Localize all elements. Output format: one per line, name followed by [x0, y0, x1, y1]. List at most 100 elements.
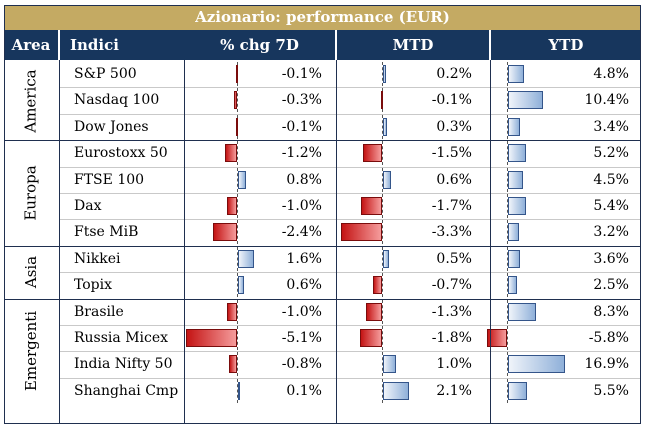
- zero-axis: [507, 299, 508, 324]
- bar-ytd: [508, 170, 524, 189]
- value-mtd: -1.5%: [431, 145, 472, 162]
- table-border: [4, 5, 641, 424]
- row-divider: [60, 219, 641, 221]
- bar-ytd: [508, 197, 527, 215]
- index-name: Dow Jones: [74, 118, 149, 135]
- zero-axis: [507, 220, 508, 245]
- row-divider: [60, 272, 641, 274]
- value-chg7d: 0.1%: [286, 382, 322, 399]
- value-ytd: 5.4%: [593, 198, 629, 214]
- bar-ytd: [487, 329, 507, 347]
- bar-ytd: [508, 144, 526, 163]
- value-chg7d: -1.2%: [281, 145, 322, 162]
- zero-axis: [507, 141, 508, 166]
- value-chg7d: -5.1%: [281, 330, 322, 346]
- column-divider: [490, 60, 491, 424]
- table-row: Topix 0.6% -0.7% 2.5%: [4, 272, 641, 298]
- zero-axis: [382, 62, 383, 86]
- zero-axis: [507, 326, 508, 350]
- index-name: Brasile: [74, 303, 124, 320]
- table-row: Eurostoxx 50 -1.2% -1.5% 5.2%: [4, 140, 641, 166]
- value-ytd: 2.5%: [593, 277, 629, 294]
- value-chg7d: 0.6%: [286, 277, 322, 294]
- header-indici: Indici: [60, 30, 192, 60]
- zero-axis: [382, 220, 383, 245]
- value-mtd: -0.1%: [431, 92, 472, 109]
- group-divider: [4, 245, 641, 247]
- bar-mtd: [340, 223, 382, 242]
- value-chg7d: 0.8%: [286, 171, 322, 188]
- bar-mtd: [383, 381, 410, 400]
- index-name: Eurostoxx 50: [74, 145, 168, 162]
- zero-axis: [237, 167, 238, 192]
- index-name: Russia Micex: [74, 330, 169, 346]
- value-mtd: -1.8%: [431, 330, 472, 346]
- bar-ytd: [508, 65, 525, 83]
- bar-mtd: [383, 65, 386, 83]
- zero-axis: [507, 194, 508, 218]
- value-ytd: 4.5%: [593, 171, 629, 188]
- zero-axis: [507, 62, 508, 86]
- bar-chg7d: [238, 276, 244, 295]
- zero-axis: [507, 167, 508, 192]
- table-row: S&P 500 -0.1% 0.2% 4.8%: [4, 61, 641, 87]
- value-ytd: 16.9%: [584, 356, 629, 373]
- zero-axis: [382, 326, 383, 350]
- value-chg7d: -1.0%: [281, 198, 322, 214]
- bar-chg7d: [213, 223, 237, 242]
- bar-chg7d: [186, 329, 237, 347]
- table-row: Ftse MiB -2.4% -3.3% 3.2%: [4, 219, 641, 245]
- row-divider: [60, 113, 641, 115]
- value-mtd: 2.1%: [436, 382, 472, 399]
- bar-mtd: [359, 329, 382, 347]
- zero-axis: [237, 141, 238, 166]
- zero-axis: [382, 246, 383, 271]
- bar-ytd: [508, 355, 566, 374]
- index-name: Dax: [74, 198, 102, 214]
- zero-axis: [507, 378, 508, 403]
- bar-ytd: [508, 91, 544, 110]
- bar-chg7d: [227, 302, 237, 321]
- value-ytd: 8.3%: [593, 303, 629, 320]
- value-mtd: 0.3%: [436, 118, 472, 135]
- table-row: Nikkei 1.6% 0.5% 3.6%: [4, 246, 641, 272]
- index-name: FTSE 100: [74, 171, 145, 188]
- zero-axis: [237, 326, 238, 350]
- bar-mtd: [373, 276, 382, 295]
- row-divider: [60, 351, 641, 353]
- zero-axis: [237, 194, 238, 218]
- value-chg7d: -0.3%: [281, 92, 322, 109]
- zero-axis: [237, 352, 238, 377]
- bar-mtd: [383, 355, 396, 374]
- value-ytd: 4.8%: [593, 66, 629, 82]
- index-name: India Nifty 50: [74, 356, 173, 373]
- column-divider: [336, 60, 337, 424]
- column-divider: [184, 60, 185, 424]
- value-chg7d: -0.8%: [281, 356, 322, 373]
- bar-chg7d: [238, 381, 240, 400]
- value-ytd: 5.2%: [593, 145, 629, 162]
- group-divider: [4, 140, 641, 142]
- zero-axis: [237, 220, 238, 245]
- value-mtd: 0.5%: [436, 250, 472, 267]
- table-row: India Nifty 50 -0.8% 1.0% 16.9%: [4, 351, 641, 377]
- value-ytd: 3.6%: [593, 250, 629, 267]
- zero-axis: [382, 194, 383, 218]
- value-chg7d: -0.1%: [281, 66, 322, 82]
- table-row: Russia Micex -5.1% -1.8% -5.8%: [4, 325, 641, 351]
- header-mtd: MTD: [337, 30, 489, 60]
- zero-axis: [382, 114, 383, 139]
- bar-chg7d: [225, 144, 237, 163]
- bar-mtd: [383, 170, 391, 189]
- table-title: Azionario: performance (EUR): [4, 5, 641, 30]
- header-chg7d: % chg 7D: [184, 30, 335, 60]
- zero-axis: [237, 299, 238, 324]
- zero-axis: [382, 167, 383, 192]
- bar-chg7d: [238, 249, 254, 268]
- table-row: Brasile -1.0% -1.3% 8.3%: [4, 299, 641, 325]
- index-name: Ftse MiB: [74, 224, 139, 241]
- header-ytd: YTD: [491, 30, 641, 60]
- bar-ytd: [508, 302, 537, 321]
- value-mtd: -1.3%: [431, 303, 472, 320]
- value-chg7d: -0.1%: [281, 118, 322, 135]
